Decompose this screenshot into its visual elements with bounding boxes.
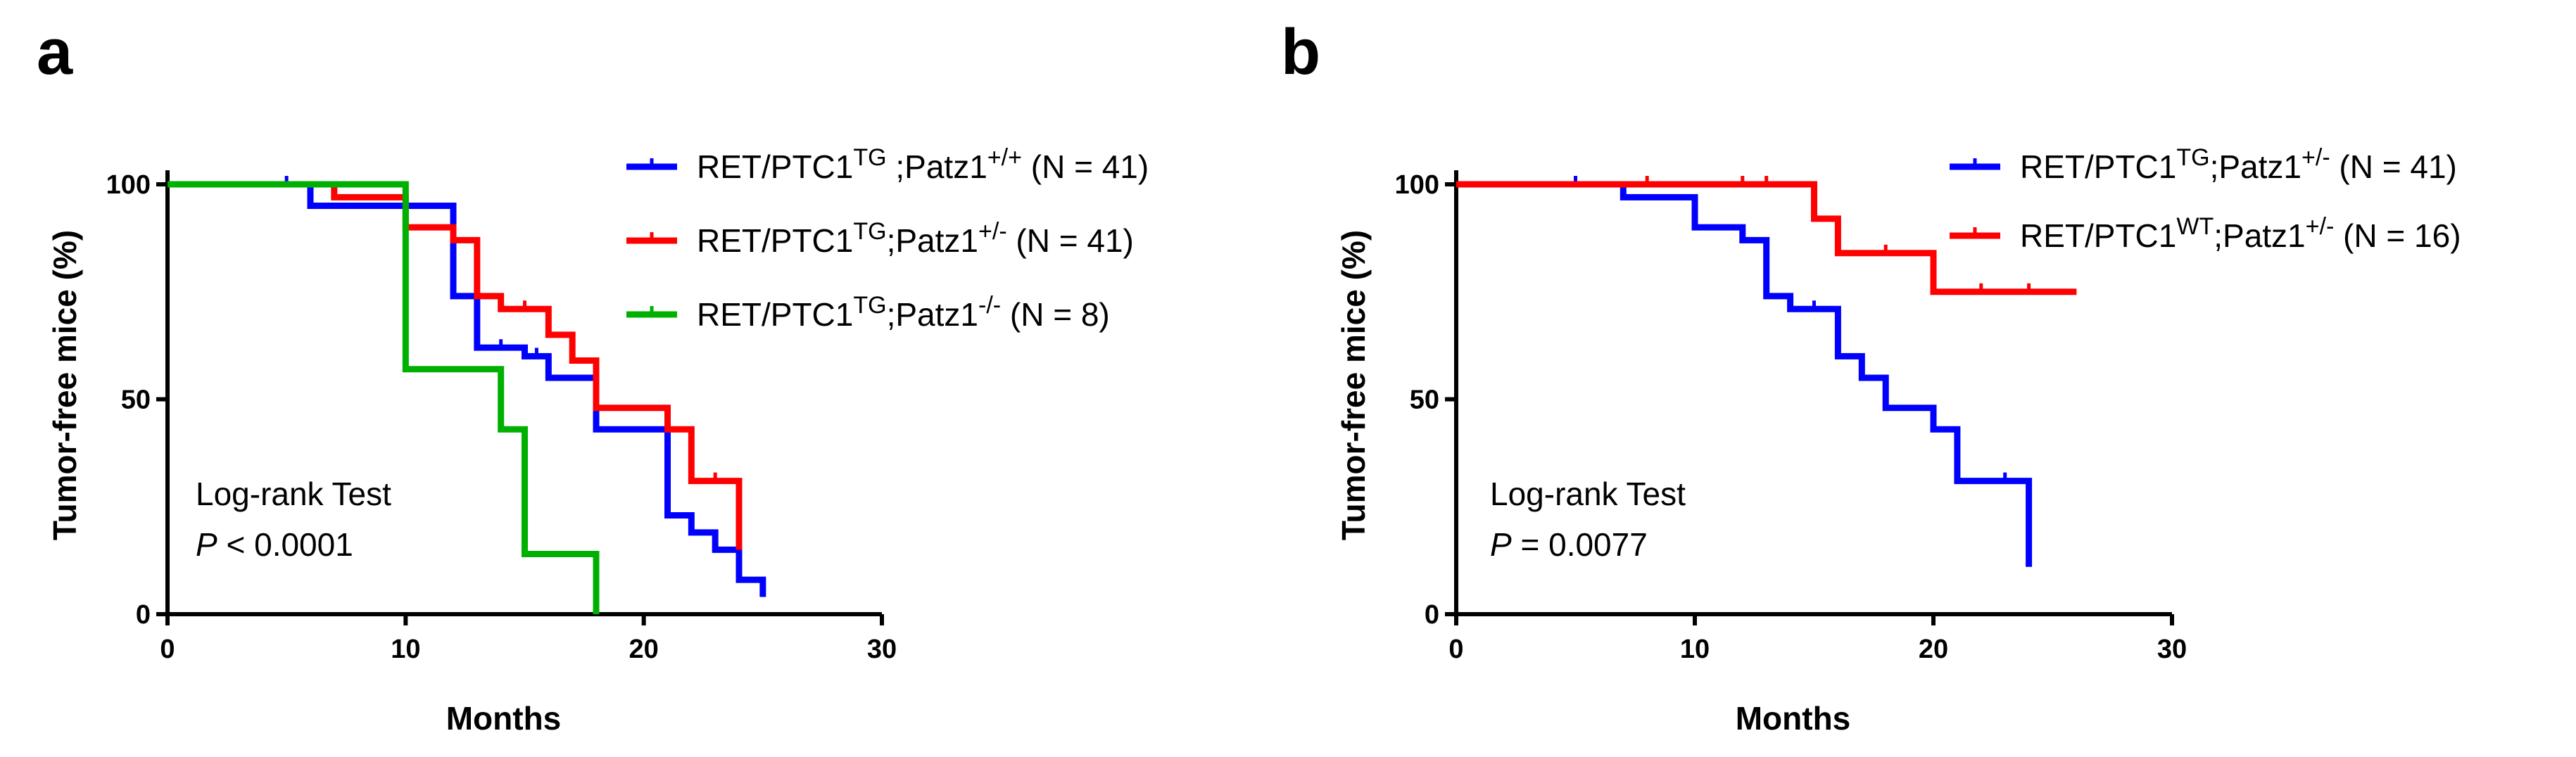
chart-panel-a: a 0 50 100 0 10 20 30 Months Tumor-free mice (%) L…: [37, 16, 1149, 737]
y-tick-label: 0: [136, 600, 151, 630]
y-tick-label: 100: [106, 170, 151, 200]
panel-label: a: [37, 16, 73, 88]
y-tick-label: 100: [1395, 170, 1439, 200]
x-tick-label: 0: [160, 635, 175, 664]
annotation-line: P = 0.0077: [1490, 526, 1648, 563]
survival-curve: [168, 181, 600, 614]
x-axis-label: Months: [1736, 700, 1851, 737]
legend-label: RET/PTC1TG;Patz1-/- (N = 8): [697, 292, 1110, 333]
y-tick-label: 0: [1425, 600, 1439, 630]
annotation-line: Log-rank Test: [1490, 476, 1686, 512]
annotation-line: P < 0.0001: [196, 526, 353, 563]
x-tick-label: 20: [629, 635, 659, 664]
legend-label: RET/PTC1TG;Patz1+/- (N = 41): [2020, 144, 2457, 185]
x-tick-label: 0: [1448, 635, 1463, 664]
y-tick-label: 50: [121, 386, 151, 415]
chart-panel-b: b 0 50 100 0 10 20 30 Months Tumor-free mice (%) L…: [1281, 16, 2461, 737]
x-tick-label: 10: [1680, 635, 1710, 664]
x-tick-label: 30: [2157, 635, 2187, 664]
x-axis-label: Months: [446, 700, 562, 737]
panel-label: b: [1281, 16, 1320, 88]
annotation-line: Log-rank Test: [196, 476, 391, 512]
survival-curve: [1456, 181, 2033, 567]
x-tick-label: 20: [1919, 635, 1948, 664]
survival-curve: [1456, 181, 2077, 295]
legend-label: RET/PTC1WT;Patz1+/- (N = 16): [2020, 213, 2461, 254]
y-tick-label: 50: [1410, 386, 1439, 415]
y-axis-label: Tumor-free mice (%): [1335, 230, 1372, 540]
x-tick-label: 30: [867, 635, 897, 664]
legend-label: RET/PTC1TG;Patz1+/- (N = 41): [697, 218, 1134, 259]
x-tick-label: 10: [391, 635, 420, 664]
legend-label: RET/PTC1TG ;Patz1+/+ (N = 41): [697, 144, 1149, 185]
y-axis-label: Tumor-free mice (%): [46, 230, 83, 540]
